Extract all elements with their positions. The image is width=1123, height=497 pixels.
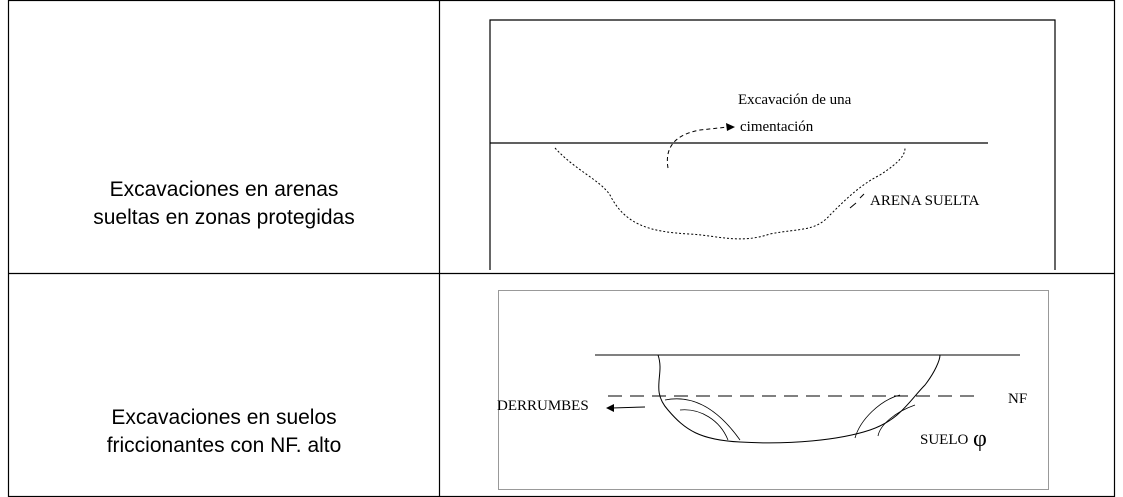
arrowhead [726,123,735,131]
diagram-frame [498,290,1049,490]
diagram-label: DERRUMBES [497,398,589,414]
row-label: friccionantes con NF. alto [107,434,342,457]
excavation-outline [554,147,906,240]
diagram-label: Excavación de una [738,92,852,108]
row-label: sueltas en zonas protegidas [93,206,355,229]
row-label: Excavaciones en arenas [110,178,339,201]
collapse-marks [664,394,916,441]
diagram-label: cimentación [740,119,814,135]
arrowhead [606,404,614,412]
diagram-friction [498,290,1049,490]
dash-marks [849,193,865,209]
diagram-label: SUELO [920,432,969,448]
pointer [666,126,729,169]
diagram-sand [489,19,1056,270]
pointer [611,406,646,409]
excavation-outline [657,354,941,444]
diagram-symbol: φ [973,426,987,452]
row-label: Excavaciones en suelos [111,406,336,429]
diagram-frame [489,19,1056,270]
diagram-label: NF [1008,391,1027,407]
diagram-label: ARENA SUELTA [870,193,980,209]
